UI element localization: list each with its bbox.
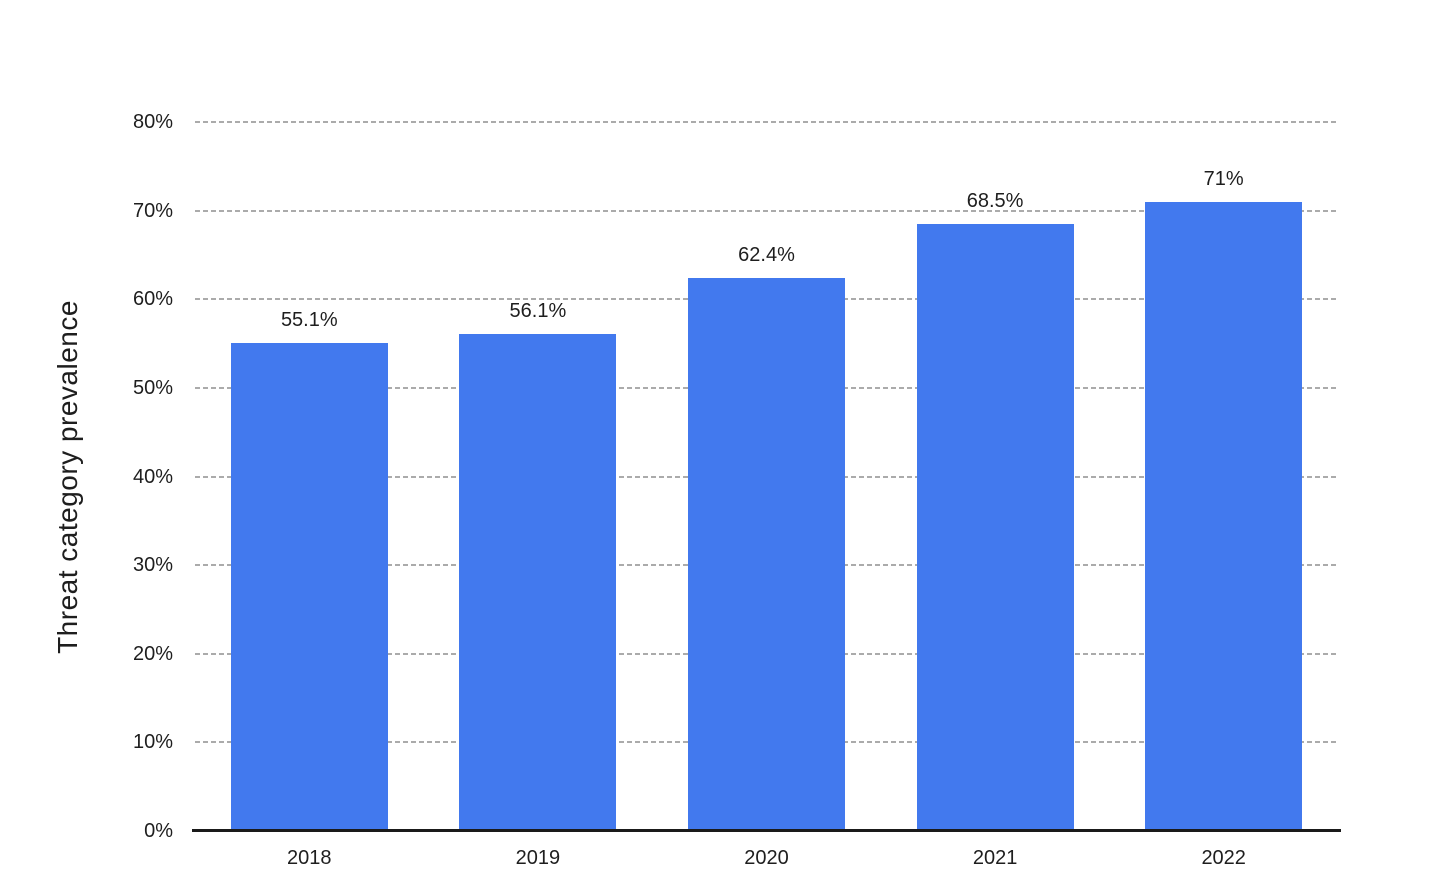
bar-2022[interactable] [1145,201,1303,831]
x-tick-label-2020: 2020 [744,847,789,869]
plot-area: 55.1% 56.1% 62.4% 68.5% 71% [192,121,1341,832]
value-label-2018: 55.1% [280,308,338,331]
value-label-2019: 56.1% [509,299,567,322]
gridline-80% [195,121,1338,123]
bar-2018[interactable] [230,342,388,831]
value-label-2022: 71% [1203,167,1244,190]
y-tick-label-0%: 0% [144,820,173,842]
bar-2019[interactable] [459,333,617,831]
gridline-70% [195,209,1338,212]
x-tick-label-2019: 2019 [515,847,561,869]
x-tick-label-2018: 2018 [287,847,332,869]
bar-2021[interactable] [916,223,1074,831]
value-label-2021: 68.5% [966,189,1024,212]
x-tick-label-2021: 2021 [972,847,1018,869]
y-tick-label-80%: 80% [132,111,173,133]
y-tick-label-40%: 40% [132,465,173,488]
value-label-2020: 62.4% [738,243,795,266]
bar-2020[interactable] [688,277,845,831]
y-tick-label-50%: 50% [132,376,173,399]
x-tick-label-2022: 2022 [1201,847,1246,869]
y-tick-label-10%: 10% [132,731,173,754]
x-axis-line [192,829,1341,832]
y-tick-label-20%: 20% [132,642,173,665]
y-tick-label-30%: 30% [132,554,173,577]
y-tick-label-70%: 70% [132,199,173,222]
y-tick-label-60%: 60% [132,288,173,311]
